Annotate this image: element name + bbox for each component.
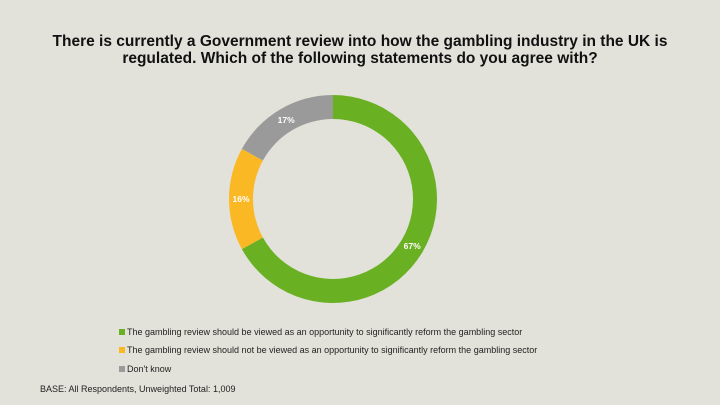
legend-item-reform: The gambling review should be viewed as … xyxy=(119,326,537,337)
legend-item-no-reform: The gambling review should not be viewed… xyxy=(119,345,537,356)
chart-title: There is currently a Government review i… xyxy=(52,33,668,67)
donut-slices xyxy=(229,94,438,303)
slice-dont-know xyxy=(241,95,333,161)
base-footnote: BASE: All Respondents, Unweighted Total:… xyxy=(40,384,236,394)
slice-no-reform-label: 16% xyxy=(232,194,249,204)
slice-reform-label: 67% xyxy=(404,241,421,251)
legend-swatch-no-reform xyxy=(119,347,125,353)
legend-label-reform: The gambling review should be viewed as … xyxy=(127,326,523,337)
slice-dont-know-label: 17% xyxy=(278,115,295,125)
legend-label-no-reform: The gambling review should not be viewed… xyxy=(127,345,538,355)
legend-item-dont-know: Don't know xyxy=(119,363,537,374)
slice-labels: 67% 16% 17% xyxy=(232,115,421,251)
legend-label-dont-know: Don't know xyxy=(127,363,172,374)
slice-no-reform xyxy=(229,148,263,250)
legend: The gambling review should be viewed as … xyxy=(119,326,537,382)
legend-swatch-dont-know xyxy=(119,365,125,372)
legend-swatch-reform xyxy=(119,328,125,335)
